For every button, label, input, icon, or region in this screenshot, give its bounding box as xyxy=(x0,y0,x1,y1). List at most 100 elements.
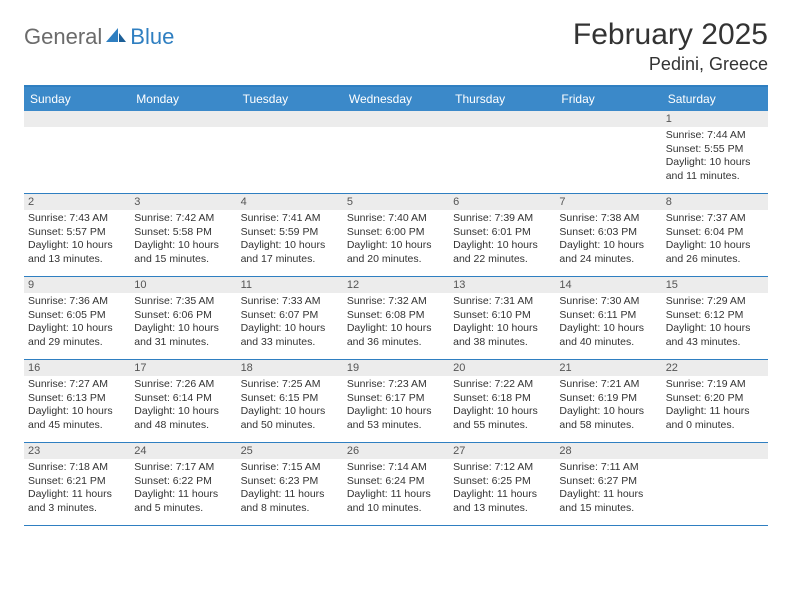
day-number: 11 xyxy=(237,277,343,293)
sunset-text: Sunset: 6:21 PM xyxy=(28,475,126,489)
day-number xyxy=(555,111,661,127)
calendar-day: 8 Sunrise: 7:37 AMSunset: 6:04 PMDaylight… xyxy=(662,194,768,276)
daylight-text: Daylight: 11 hours and 5 minutes. xyxy=(134,488,232,515)
sunset-text: Sunset: 6:18 PM xyxy=(453,392,551,406)
calendar-week: 9Sunrise: 7:36 AMSunset: 6:05 PMDaylight… xyxy=(24,277,768,360)
sunset-text: Sunset: 6:08 PM xyxy=(347,309,445,323)
day-number: 22 xyxy=(662,360,768,376)
weekday-monday: Monday xyxy=(130,87,236,111)
calendar-day: 23 Sunrise: 7:18 AMSunset: 6:21 PMDayligh… xyxy=(24,443,130,525)
day-number: 28 xyxy=(555,443,661,459)
sunrise-text: Sunrise: 7:35 AM xyxy=(134,295,232,309)
sunrise-text: Sunrise: 7:37 AM xyxy=(666,212,764,226)
page-title: February 2025 xyxy=(573,18,768,52)
sunrise-text: Sunrise: 7:41 AM xyxy=(241,212,339,226)
calendar-day: 12Sunrise: 7:32 AMSunset: 6:08 PMDayligh… xyxy=(343,277,449,359)
day-info: Sunrise: 7:12 AMSunset: 6:25 PMDaylight:… xyxy=(453,461,551,516)
day-number xyxy=(130,111,236,127)
logo-text-blue: Blue xyxy=(130,24,174,50)
logo-text-general: General xyxy=(24,24,102,50)
weekday-header: Sunday Monday Tuesday Wednesday Thursday… xyxy=(24,87,768,111)
day-info: Sunrise: 7:15 AMSunset: 6:23 PMDaylight:… xyxy=(241,461,339,516)
daylight-text: Daylight: 10 hours and 43 minutes. xyxy=(666,322,764,349)
day-number: 23 xyxy=(24,443,130,459)
sunset-text: Sunset: 6:22 PM xyxy=(134,475,232,489)
sunset-text: Sunset: 6:12 PM xyxy=(666,309,764,323)
day-number: 10 xyxy=(130,277,236,293)
sunset-text: Sunset: 6:17 PM xyxy=(347,392,445,406)
sunrise-text: Sunrise: 7:19 AM xyxy=(666,378,764,392)
daylight-text: Daylight: 10 hours and 33 minutes. xyxy=(241,322,339,349)
sunset-text: Sunset: 5:59 PM xyxy=(241,226,339,240)
sunset-text: Sunset: 6:00 PM xyxy=(347,226,445,240)
daylight-text: Daylight: 10 hours and 22 minutes. xyxy=(453,239,551,266)
calendar-day: 4 Sunrise: 7:41 AMSunset: 5:59 PMDaylight… xyxy=(237,194,343,276)
sunset-text: Sunset: 6:04 PM xyxy=(666,226,764,240)
day-number xyxy=(662,443,768,459)
calendar-day: 26Sunrise: 7:14 AMSunset: 6:24 PMDayligh… xyxy=(343,443,449,525)
day-info: Sunrise: 7:37 AMSunset: 6:04 PMDaylight:… xyxy=(666,212,764,267)
day-number: 8 xyxy=(662,194,768,210)
calendar-day: 2Sunrise: 7:43 AMSunset: 5:57 PMDaylight… xyxy=(24,194,130,276)
calendar-day: 13Sunrise: 7:31 AMSunset: 6:10 PMDayligh… xyxy=(449,277,555,359)
day-info: Sunrise: 7:29 AMSunset: 6:12 PMDaylight:… xyxy=(666,295,764,350)
sunset-text: Sunset: 6:24 PM xyxy=(347,475,445,489)
sunrise-text: Sunrise: 7:40 AM xyxy=(347,212,445,226)
calendar-day: 27Sunrise: 7:12 AMSunset: 6:25 PMDayligh… xyxy=(449,443,555,525)
sunset-text: Sunset: 6:13 PM xyxy=(28,392,126,406)
daylight-text: Daylight: 10 hours and 17 minutes. xyxy=(241,239,339,266)
sunset-text: Sunset: 6:01 PM xyxy=(453,226,551,240)
daylight-text: Daylight: 11 hours and 15 minutes. xyxy=(559,488,657,515)
day-info: Sunrise: 7:43 AMSunset: 5:57 PMDaylight:… xyxy=(28,212,126,267)
calendar-day: 18Sunrise: 7:25 AMSunset: 6:15 PMDayligh… xyxy=(237,360,343,442)
calendar-day: 24Sunrise: 7:17 AMSunset: 6:22 PMDayligh… xyxy=(130,443,236,525)
day-number xyxy=(449,111,555,127)
calendar-body: 1Sunrise: 7:44 AMSunset: 5:55 PMDaylight… xyxy=(24,111,768,526)
daylight-text: Daylight: 10 hours and 40 minutes. xyxy=(559,322,657,349)
sunrise-text: Sunrise: 7:11 AM xyxy=(559,461,657,475)
daylight-text: Daylight: 11 hours and 0 minutes. xyxy=(666,405,764,432)
calendar-day: 17Sunrise: 7:26 AMSunset: 6:14 PMDayligh… xyxy=(130,360,236,442)
sunrise-text: Sunrise: 7:23 AM xyxy=(347,378,445,392)
sunset-text: Sunset: 6:20 PM xyxy=(666,392,764,406)
weekday-tuesday: Tuesday xyxy=(237,87,343,111)
day-info: Sunrise: 7:17 AMSunset: 6:22 PMDaylight:… xyxy=(134,461,232,516)
calendar-week: 1Sunrise: 7:44 AMSunset: 5:55 PMDaylight… xyxy=(24,111,768,194)
sunrise-text: Sunrise: 7:42 AM xyxy=(134,212,232,226)
sunset-text: Sunset: 6:05 PM xyxy=(28,309,126,323)
day-number: 12 xyxy=(343,277,449,293)
logo: General Blue xyxy=(24,18,174,50)
sunrise-text: Sunrise: 7:38 AM xyxy=(559,212,657,226)
calendar-day xyxy=(449,111,555,193)
day-info: Sunrise: 7:18 AMSunset: 6:21 PMDaylight:… xyxy=(28,461,126,516)
sunset-text: Sunset: 6:23 PM xyxy=(241,475,339,489)
day-number: 14 xyxy=(555,277,661,293)
sunrise-text: Sunrise: 7:15 AM xyxy=(241,461,339,475)
sunset-text: Sunset: 6:27 PM xyxy=(559,475,657,489)
day-number: 4 xyxy=(237,194,343,210)
day-info: Sunrise: 7:35 AMSunset: 6:06 PMDaylight:… xyxy=(134,295,232,350)
calendar-day: 22 Sunrise: 7:19 AMSunset: 6:20 PMDayligh… xyxy=(662,360,768,442)
daylight-text: Daylight: 10 hours and 11 minutes. xyxy=(666,156,764,183)
day-number: 20 xyxy=(449,360,555,376)
daylight-text: Daylight: 10 hours and 58 minutes. xyxy=(559,405,657,432)
sunset-text: Sunset: 6:25 PM xyxy=(453,475,551,489)
day-info: Sunrise: 7:14 AMSunset: 6:24 PMDaylight:… xyxy=(347,461,445,516)
day-info: Sunrise: 7:21 AMSunset: 6:19 PMDaylight:… xyxy=(559,378,657,433)
sunrise-text: Sunrise: 7:29 AM xyxy=(666,295,764,309)
daylight-text: Daylight: 10 hours and 13 minutes. xyxy=(28,239,126,266)
sunrise-text: Sunrise: 7:44 AM xyxy=(666,129,764,143)
daylight-text: Daylight: 11 hours and 13 minutes. xyxy=(453,488,551,515)
sunset-text: Sunset: 6:03 PM xyxy=(559,226,657,240)
day-info: Sunrise: 7:39 AMSunset: 6:01 PMDaylight:… xyxy=(453,212,551,267)
daylight-text: Daylight: 10 hours and 45 minutes. xyxy=(28,405,126,432)
calendar-day xyxy=(662,443,768,525)
day-number: 7 xyxy=(555,194,661,210)
sail-icon xyxy=(106,26,128,49)
sunset-text: Sunset: 6:07 PM xyxy=(241,309,339,323)
day-info: Sunrise: 7:33 AMSunset: 6:07 PMDaylight:… xyxy=(241,295,339,350)
calendar-day: 20Sunrise: 7:22 AMSunset: 6:18 PMDayligh… xyxy=(449,360,555,442)
calendar-week: 23 Sunrise: 7:18 AMSunset: 6:21 PMDayligh… xyxy=(24,443,768,526)
sunrise-text: Sunrise: 7:26 AM xyxy=(134,378,232,392)
day-number: 9 xyxy=(24,277,130,293)
